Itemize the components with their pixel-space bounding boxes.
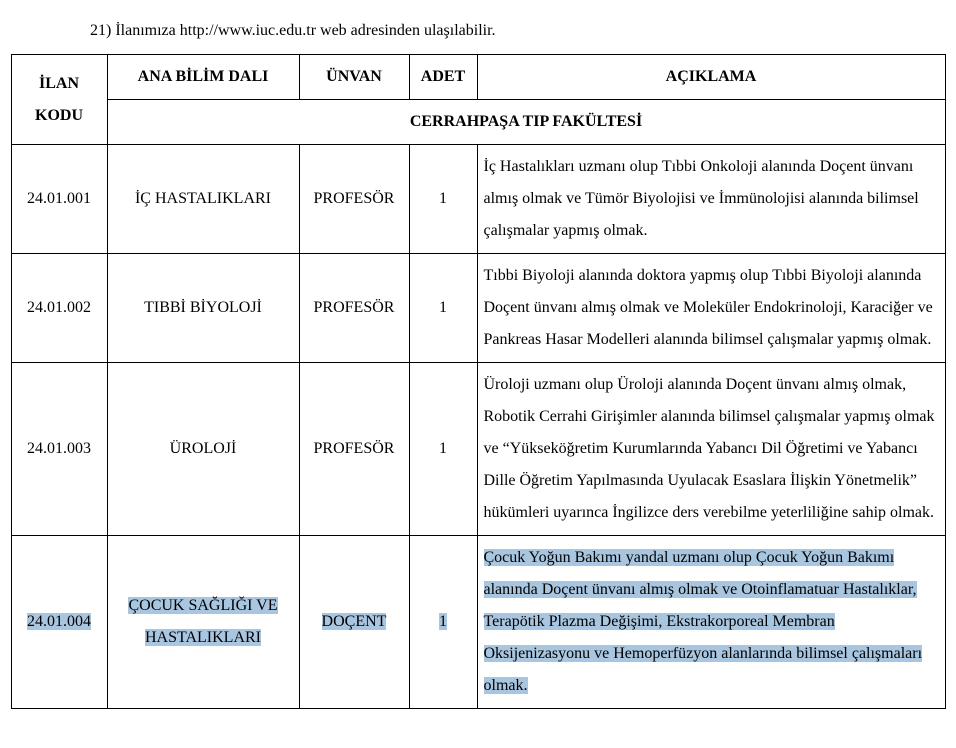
- col-aciklama: AÇIKLAMA: [477, 55, 945, 100]
- cell-dal: ÇOCUK SAĞLIĞI VE HASTALIKLARI: [107, 536, 299, 709]
- cell-aciklama: Tıbbi Biyoloji alanında doktora yapmış o…: [477, 254, 945, 363]
- cell-dal: TIBBİ BİYOLOJİ: [107, 254, 299, 363]
- col-ilan-kodu: İLAN KODU: [11, 55, 107, 145]
- col-adet: ADET: [409, 55, 477, 100]
- cell-dal: İÇ HASTALIKLARI: [107, 145, 299, 254]
- table-row: 24.01.004ÇOCUK SAĞLIĞI VE HASTALIKLARIDO…: [11, 536, 945, 709]
- cell-aciklama: Çocuk Yoğun Bakımı yandal uzmanı olup Ço…: [477, 536, 945, 709]
- cell-adet: 1: [409, 536, 477, 709]
- cell-unvan: PROFESÖR: [299, 254, 409, 363]
- announcement-table: İLAN KODU ANA BİLİM DALI ÜNVAN ADET AÇIK…: [11, 54, 946, 709]
- cell-unvan: PROFESÖR: [299, 363, 409, 536]
- table-row: 24.01.002TIBBİ BİYOLOJİPROFESÖR1Tıbbi Bi…: [11, 254, 945, 363]
- cell-unvan: DOÇENT: [299, 536, 409, 709]
- cell-aciklama: Üroloji uzmanı olup Üroloji alanında Doç…: [477, 363, 945, 536]
- cell-kod: 24.01.004: [11, 536, 107, 709]
- faculty-subheader: CERRAHPAŞA TIP FAKÜLTESİ: [107, 100, 945, 145]
- table-row: 24.01.001İÇ HASTALIKLARIPROFESÖR1İç Hast…: [11, 145, 945, 254]
- cell-kod: 24.01.002: [11, 254, 107, 363]
- cell-kod: 24.01.001: [11, 145, 107, 254]
- cell-adet: 1: [409, 254, 477, 363]
- col-unvan: ÜNVAN: [299, 55, 409, 100]
- cell-kod: 24.01.003: [11, 363, 107, 536]
- col-ana-bilim-dali: ANA BİLİM DALI: [107, 55, 299, 100]
- subheader-row: CERRAHPAŞA TIP FAKÜLTESİ: [11, 100, 945, 145]
- cell-aciklama: İç Hastalıkları uzmanı olup Tıbbi Onkolo…: [477, 145, 945, 254]
- header-row: İLAN KODU ANA BİLİM DALI ÜNVAN ADET AÇIK…: [11, 55, 945, 100]
- table-row: 24.01.003ÜROLOJİPROFESÖR1Üroloji uzmanı …: [11, 363, 945, 536]
- cell-adet: 1: [409, 363, 477, 536]
- intro-text: 21) İlanımıza http://www.iuc.edu.tr web …: [90, 20, 946, 42]
- cell-adet: 1: [409, 145, 477, 254]
- cell-dal: ÜROLOJİ: [107, 363, 299, 536]
- cell-unvan: PROFESÖR: [299, 145, 409, 254]
